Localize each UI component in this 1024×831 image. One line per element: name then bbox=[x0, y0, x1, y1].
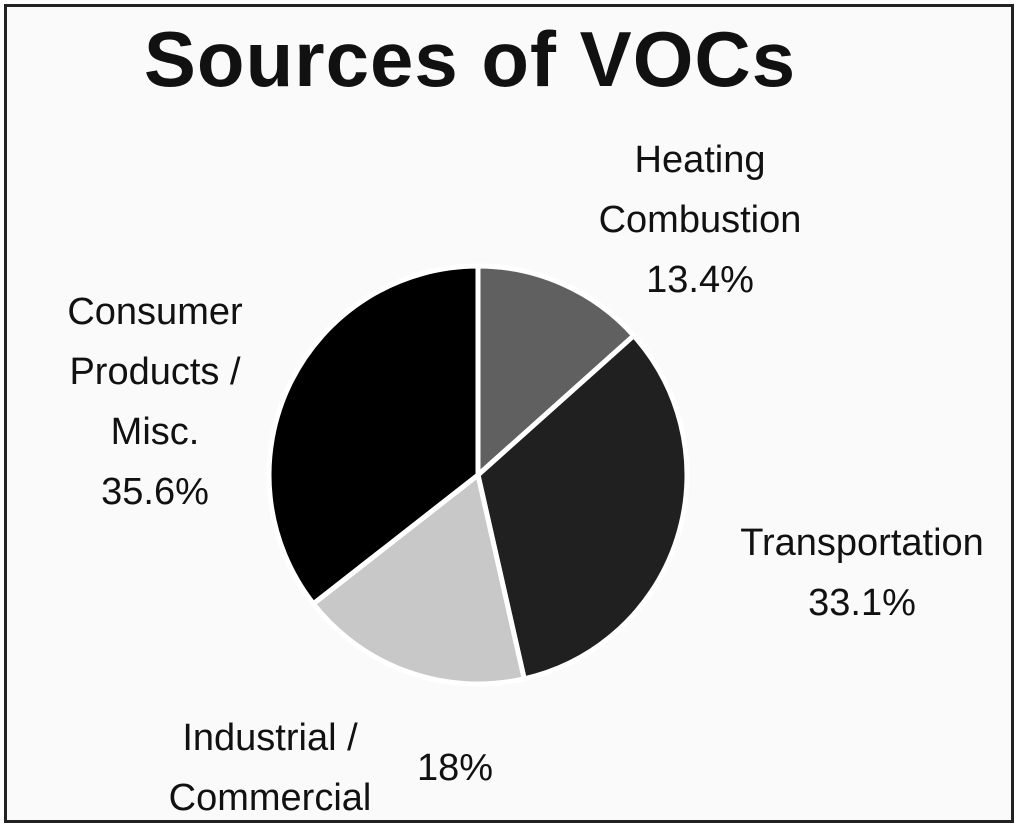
label-consumer-line-3: Misc. bbox=[110, 411, 200, 453]
label-consumer-products: Consumer Products / Misc. 35.6% bbox=[20, 282, 290, 522]
label-industrial-line-2: Commercial bbox=[168, 777, 372, 819]
pie-slice-industrial-commercial bbox=[310, 472, 527, 687]
chart-title: Sources of VOCs bbox=[143, 15, 797, 103]
label-transportation-line-1: Transportation bbox=[740, 522, 984, 564]
label-industrial-commercial: Industrial / Commercial bbox=[135, 708, 405, 828]
label-heating-line-1: Heating bbox=[634, 139, 766, 181]
label-heating-combustion: Heating Combustion 13.4% bbox=[560, 130, 840, 310]
label-consumer-line-1: Consumer bbox=[67, 291, 243, 333]
label-heating-line-2: Combustion bbox=[598, 199, 802, 241]
label-consumer-line-2: Products / bbox=[69, 351, 241, 393]
value-transportation: 33.1% bbox=[808, 582, 916, 624]
pie-slice-consumer-products-misc bbox=[266, 263, 481, 607]
value-heating: 13.4% bbox=[646, 259, 754, 301]
value-industrial: 18% bbox=[416, 747, 494, 789]
pie-slice-transportation bbox=[475, 333, 690, 682]
label-industrial-line-1: Industrial / bbox=[182, 717, 358, 759]
value-consumer: 35.6% bbox=[101, 471, 209, 513]
pie-slice-heating-combustion bbox=[475, 263, 637, 478]
label-transportation: Transportation 33.1% bbox=[712, 513, 1012, 633]
